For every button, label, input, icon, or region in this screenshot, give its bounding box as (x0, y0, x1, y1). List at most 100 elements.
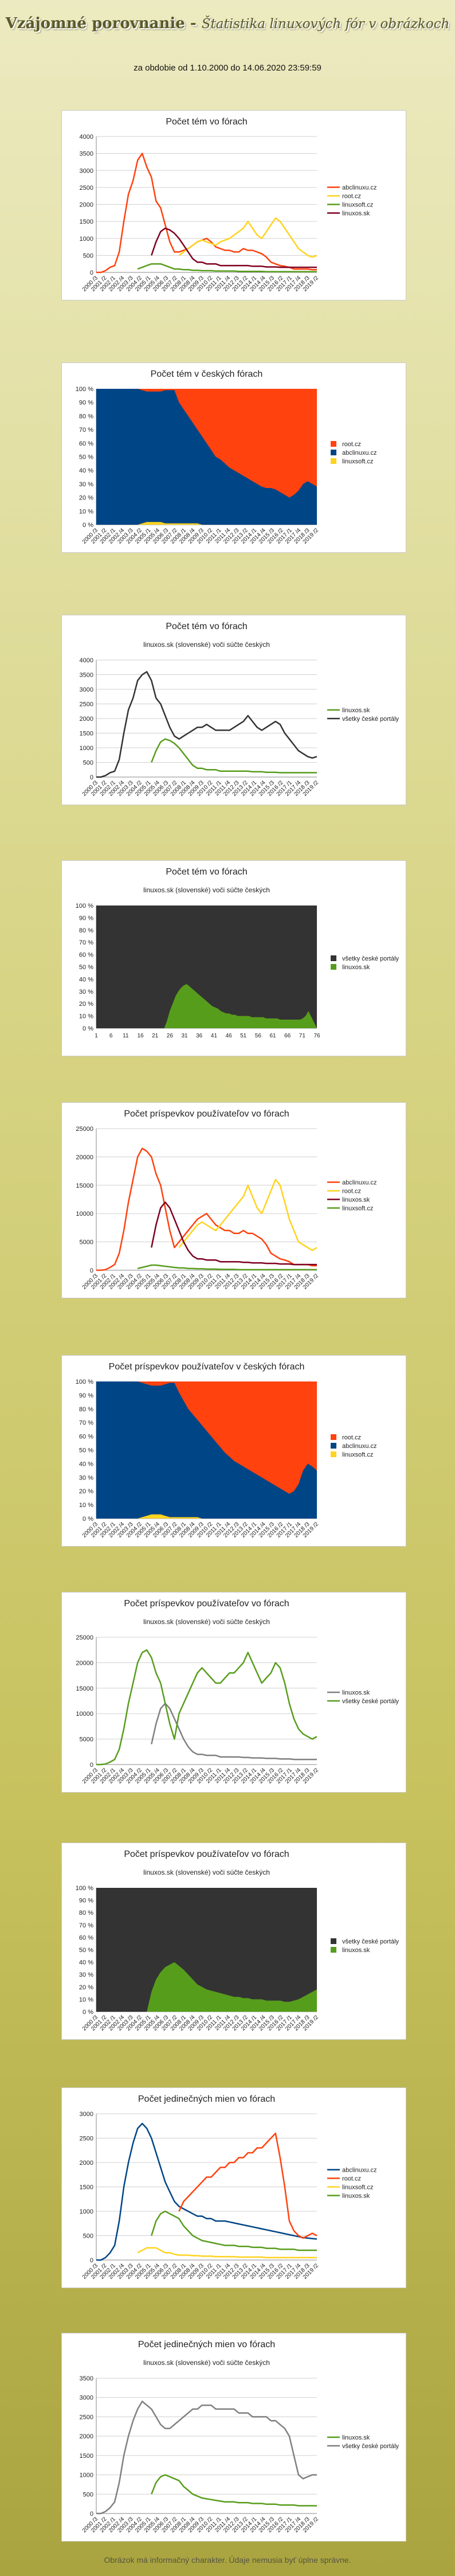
series-line (151, 1703, 317, 1761)
chart-title: Počet tém vo fórach (166, 117, 247, 127)
legend-label: abclinuxu.cz (342, 450, 377, 456)
series-line (151, 227, 317, 268)
y-tick-label: 500 (83, 2233, 93, 2240)
unique-names-line-chart: Počet jedinečných mien vo fórach 0 500 1000… (80, 2094, 377, 2281)
legend-label: root.cz (342, 1434, 361, 1441)
legend-swatch (331, 1938, 336, 1944)
chart-subtitle: linuxos.sk (slovenské) voči súčte českýc… (143, 886, 270, 894)
legend-label: abclinuxu.cz (342, 185, 377, 192)
y-tick-label: 10000 (76, 1711, 93, 1718)
y-tick-label: 100 % (76, 386, 93, 393)
x-tick-label: 11 (123, 1033, 129, 1039)
y-tick-label: 50 % (79, 964, 93, 971)
legend-label: root.cz (342, 2176, 361, 2183)
y-tick-label: 0 (90, 1762, 93, 1769)
legend-swatch (331, 955, 336, 961)
y-tick-label: 1000 (80, 2208, 93, 2215)
y-tick-label: 2000 (80, 2160, 93, 2167)
y-tick-label: 2500 (80, 2136, 93, 2142)
x-tick-label: 16 (137, 1033, 144, 1039)
chart-subtitle: linuxos.sk (slovenské) voči súčte českýc… (143, 1868, 270, 1876)
legend-label: linuxos.sk (342, 1689, 370, 1696)
y-tick-label: 60 % (79, 1934, 93, 1941)
y-tick-label: 60 % (79, 1434, 93, 1441)
chart-panel-10: Počet jedinečných mien vo fórach linuxos.… (61, 2333, 406, 2542)
legend-label: root.cz (342, 441, 361, 448)
y-tick-label: 25000 (76, 1126, 93, 1133)
y-tick-label: 90 % (79, 1392, 93, 1399)
legend-label: linuxsoft.cz (342, 1205, 373, 1212)
y-tick-label: 60 % (79, 440, 93, 447)
y-tick-label: 40 % (79, 467, 93, 474)
series-line (137, 1264, 317, 1271)
topics-sk-vs-cz-chart: Počet tém vo fórach linuxos.sk (slovenské… (80, 622, 399, 798)
title-main: Vzájomné porovnanie - (5, 15, 202, 32)
y-tick-label: 50 % (79, 1447, 93, 1454)
legend-label: všetky české portály (342, 716, 399, 723)
y-tick-label: 30 % (79, 989, 93, 996)
y-tick-label: 1500 (80, 731, 93, 737)
x-tick-label: 6 (109, 1033, 113, 1039)
chart-panel-6: Počet príspevkov používateľov v českých … (61, 1355, 406, 1547)
chart-title: Počet tém vo fórach (166, 867, 247, 877)
series-line (96, 2122, 317, 2261)
legend-swatch (331, 458, 336, 464)
posts-sk-share-chart: Počet príspevkov používateľov vo fórach l… (76, 1849, 399, 2032)
x-tick-label: 26 (167, 1033, 174, 1039)
legend-label: linuxsoft.cz (342, 202, 373, 209)
chart-title: Počet jedinečných mien vo fórach (138, 2340, 275, 2349)
unique-names-sk-vs-cz-chart: Počet jedinečných mien vo fórach linuxos.… (80, 2340, 399, 2534)
y-tick-label: 3000 (80, 2395, 93, 2402)
series-area (96, 522, 317, 525)
y-tick-label: 1500 (80, 218, 93, 225)
chart-panel-2: Počet tém v českých fórach 0 % 10 % 20 % 30 … (61, 362, 406, 553)
series-line (178, 2132, 317, 2239)
y-tick-label: 2000 (80, 202, 93, 209)
legend-label: linuxos.sk (342, 707, 370, 714)
y-tick-label: 90 % (79, 915, 93, 922)
y-tick-label: 1500 (80, 2453, 93, 2460)
x-tick-label: 31 (181, 1033, 188, 1039)
x-tick-label: 41 (211, 1033, 218, 1039)
legend-label: linuxos.sk (342, 1947, 370, 1954)
x-tick-label: 21 (152, 1033, 159, 1039)
x-tick-label: 66 (284, 1033, 291, 1039)
y-tick-label: 30 % (79, 481, 93, 488)
series-area (96, 1514, 317, 1519)
y-tick-label: 5000 (80, 1239, 93, 1246)
y-tick-label: 5000 (80, 1736, 93, 1743)
y-tick-label: 80 % (79, 1406, 93, 1413)
y-tick-label: 0 % (83, 522, 93, 529)
series-line (151, 2210, 317, 2251)
y-tick-label: 20000 (76, 1154, 93, 1161)
chart-title: Počet tém v českých fórach (151, 369, 263, 379)
legend-label: abclinuxu.cz (342, 1180, 377, 1186)
y-tick-label: 90 % (79, 1898, 93, 1904)
series-line (96, 153, 317, 274)
y-tick-label: 25000 (76, 1634, 93, 1641)
y-tick-label: 20 % (79, 1488, 93, 1495)
series-line (178, 1178, 317, 1251)
y-tick-label: 60 % (79, 952, 93, 959)
y-tick-label: 90 % (79, 400, 93, 407)
y-tick-label: 4000 (80, 134, 93, 140)
series-line (96, 1148, 317, 1271)
y-tick-label: 1500 (80, 2184, 93, 2191)
y-tick-label: 50 % (79, 454, 93, 461)
posts-line-chart: Počet príspevkov používateľov vo fórach 0… (76, 1109, 377, 1291)
x-tick-label: 36 (196, 1033, 203, 1039)
y-tick-label: 20 % (79, 495, 93, 502)
y-tick-label: 50 % (79, 1947, 93, 1954)
y-tick-label: 15000 (76, 1685, 93, 1692)
legend-label: linuxos.sk (342, 210, 370, 217)
legend-label: root.cz (342, 1188, 361, 1195)
y-tick-label: 70 % (79, 939, 93, 946)
legend-label: linuxos.sk (342, 2193, 370, 2200)
chart-subtitle: linuxos.sk (slovenské) voči súčte českýc… (143, 1618, 270, 1626)
y-tick-label: 0 % (83, 1025, 93, 1032)
y-tick-label: 0 (90, 2257, 93, 2264)
date-range-subtitle: za obdobie od 1.10.2000 do 14.06.2020 23… (134, 63, 321, 73)
legend-swatch (331, 1434, 336, 1440)
y-tick-label: 0 (90, 774, 93, 781)
y-tick-label: 10 % (79, 1013, 93, 1020)
